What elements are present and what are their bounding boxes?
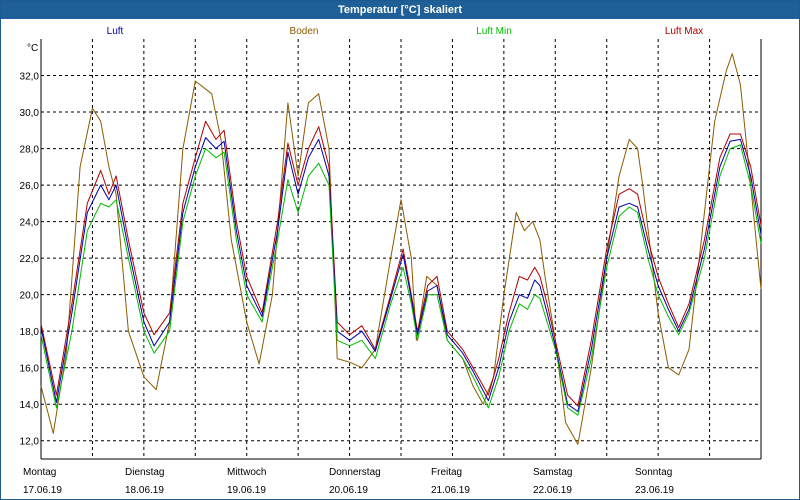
y-tick-label: 26,0 bbox=[20, 181, 40, 192]
day-label: Montag bbox=[23, 467, 56, 478]
day-label: Dienstag bbox=[125, 467, 164, 478]
y-axis-unit: °C bbox=[27, 43, 38, 54]
y-tick-label: 24,0 bbox=[20, 218, 40, 229]
day-label: Samstag bbox=[533, 467, 572, 478]
series-line-luft-max bbox=[40, 120, 762, 407]
legend-entry: Luft bbox=[107, 26, 124, 37]
chart-title: Temperatur [°C] skaliert bbox=[1, 1, 799, 19]
date-label: 18.06.19 bbox=[125, 485, 164, 496]
date-label: 19.06.19 bbox=[227, 485, 266, 496]
legend-entry: Boden bbox=[290, 26, 319, 37]
y-tick-label: 22,0 bbox=[20, 254, 40, 265]
y-tick-label: 20,0 bbox=[20, 291, 40, 302]
temperature-chart: Luft Boden Luft Min Luft Max 12,0 14,0 16,0 18… bbox=[20, 26, 762, 496]
y-tick-label: 16,0 bbox=[20, 364, 40, 375]
y-tick-label: 30,0 bbox=[20, 108, 40, 119]
series-line-boden bbox=[40, 53, 762, 445]
legend-entry: Luft Min bbox=[476, 26, 512, 37]
grid bbox=[41, 39, 761, 459]
date-label: 22.06.19 bbox=[533, 485, 572, 496]
date-label: 23.06.19 bbox=[635, 485, 674, 496]
y-tick-label: 18,0 bbox=[20, 327, 40, 338]
y-tick-label: 32,0 bbox=[20, 72, 40, 83]
axis-labels: 12,0 14,0 16,0 18,0 20,0 22,0 24,0 26,0 28,0 30,0… bbox=[20, 43, 675, 496]
legend-entry: Luft Max bbox=[665, 26, 703, 37]
legend: Luft Boden Luft Min Luft Max bbox=[107, 26, 704, 37]
y-tick-label: 28,0 bbox=[20, 145, 40, 156]
day-label: Freitag bbox=[431, 467, 462, 478]
day-label: Mittwoch bbox=[227, 467, 266, 478]
date-label: 17.06.19 bbox=[23, 485, 62, 496]
y-tick-label: 12,0 bbox=[20, 437, 40, 448]
day-label: Donnerstag bbox=[329, 467, 381, 478]
series-lines bbox=[40, 53, 762, 445]
date-label: 20.06.19 bbox=[329, 485, 368, 496]
series-line-luft bbox=[40, 137, 762, 412]
date-label: 21.06.19 bbox=[431, 485, 470, 496]
y-tick-label: 14,0 bbox=[20, 400, 40, 411]
day-label: Sonntag bbox=[635, 467, 672, 478]
axes bbox=[40, 39, 762, 460]
series-line-luft-min bbox=[40, 144, 762, 416]
